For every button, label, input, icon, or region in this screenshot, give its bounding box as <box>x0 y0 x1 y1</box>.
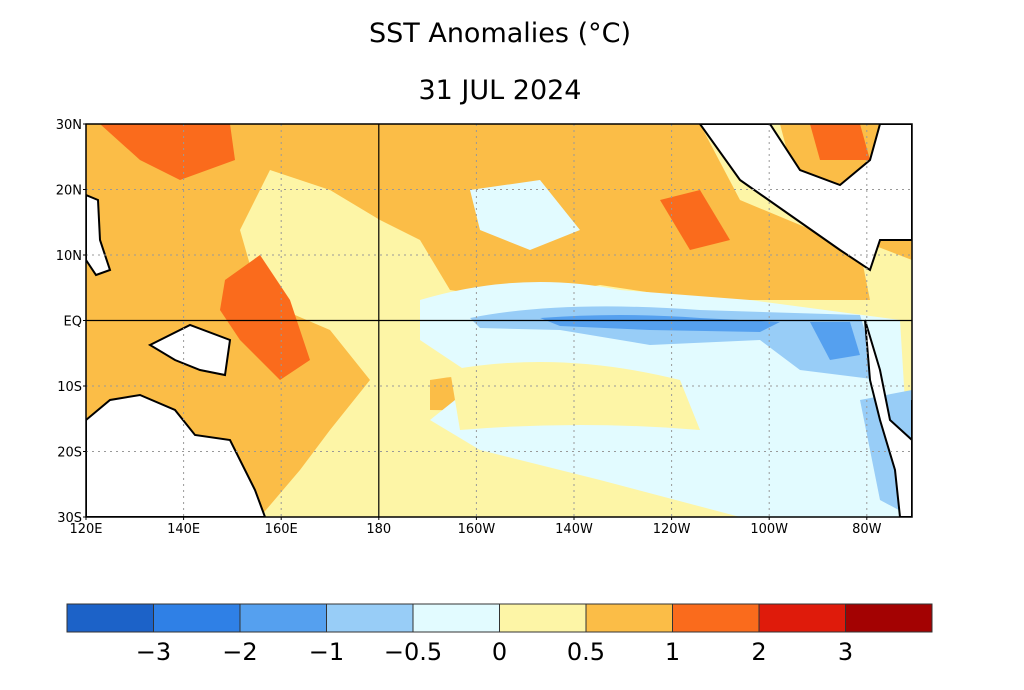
colorbar-label: 1 <box>665 638 680 666</box>
lon-label: 160E <box>265 522 298 537</box>
lat-label: 30N <box>56 118 82 133</box>
colorbar-label: −2 <box>222 638 257 666</box>
colorbar-label: 3 <box>838 638 853 666</box>
colorbar-swatch <box>239 603 327 633</box>
lat-label: 20S <box>57 446 82 461</box>
map-frame <box>85 123 913 518</box>
lat-label: 30S <box>57 511 82 526</box>
lon-label: 100W <box>750 522 788 537</box>
colorbar-label: 0.5 <box>567 638 605 666</box>
colorbar-swatch <box>672 603 760 633</box>
colorbar-label: 2 <box>751 638 766 666</box>
colorbar-label: −1 <box>309 638 344 666</box>
lat-label: 20N <box>56 184 82 199</box>
lon-label: 140W <box>555 522 593 537</box>
lon-label: 120W <box>653 522 691 537</box>
colorbar-label: −3 <box>136 638 171 666</box>
colorbar-swatch <box>412 603 500 633</box>
lat-label: EQ <box>64 315 82 330</box>
lat-label: 10N <box>56 249 82 264</box>
lon-label: 80W <box>852 522 882 537</box>
colorbar-swatch <box>845 603 933 633</box>
lon-label: 140E <box>167 522 200 537</box>
colorbar-swatch <box>758 603 846 633</box>
colorbar: −3 −2 −1 −0.5 0 0.5 1 2 3 <box>66 603 933 666</box>
colorbar-swatch <box>585 603 673 633</box>
lon-label: 180 <box>366 522 391 537</box>
subtitle: 31 JUL 2024 <box>418 75 581 106</box>
colorbar-swatch <box>326 603 414 633</box>
lon-label: 120E <box>69 522 102 537</box>
colorbar-swatch <box>499 603 587 633</box>
colorbar-label: −0.5 <box>384 638 442 666</box>
lat-label: 10S <box>57 380 82 395</box>
title: SST Anomalies (°C) <box>369 18 631 49</box>
lon-label: 160W <box>458 522 496 537</box>
colorbar-swatch <box>153 603 241 633</box>
colorbar-swatch <box>66 603 154 633</box>
colorbar-label: 0 <box>492 638 507 666</box>
